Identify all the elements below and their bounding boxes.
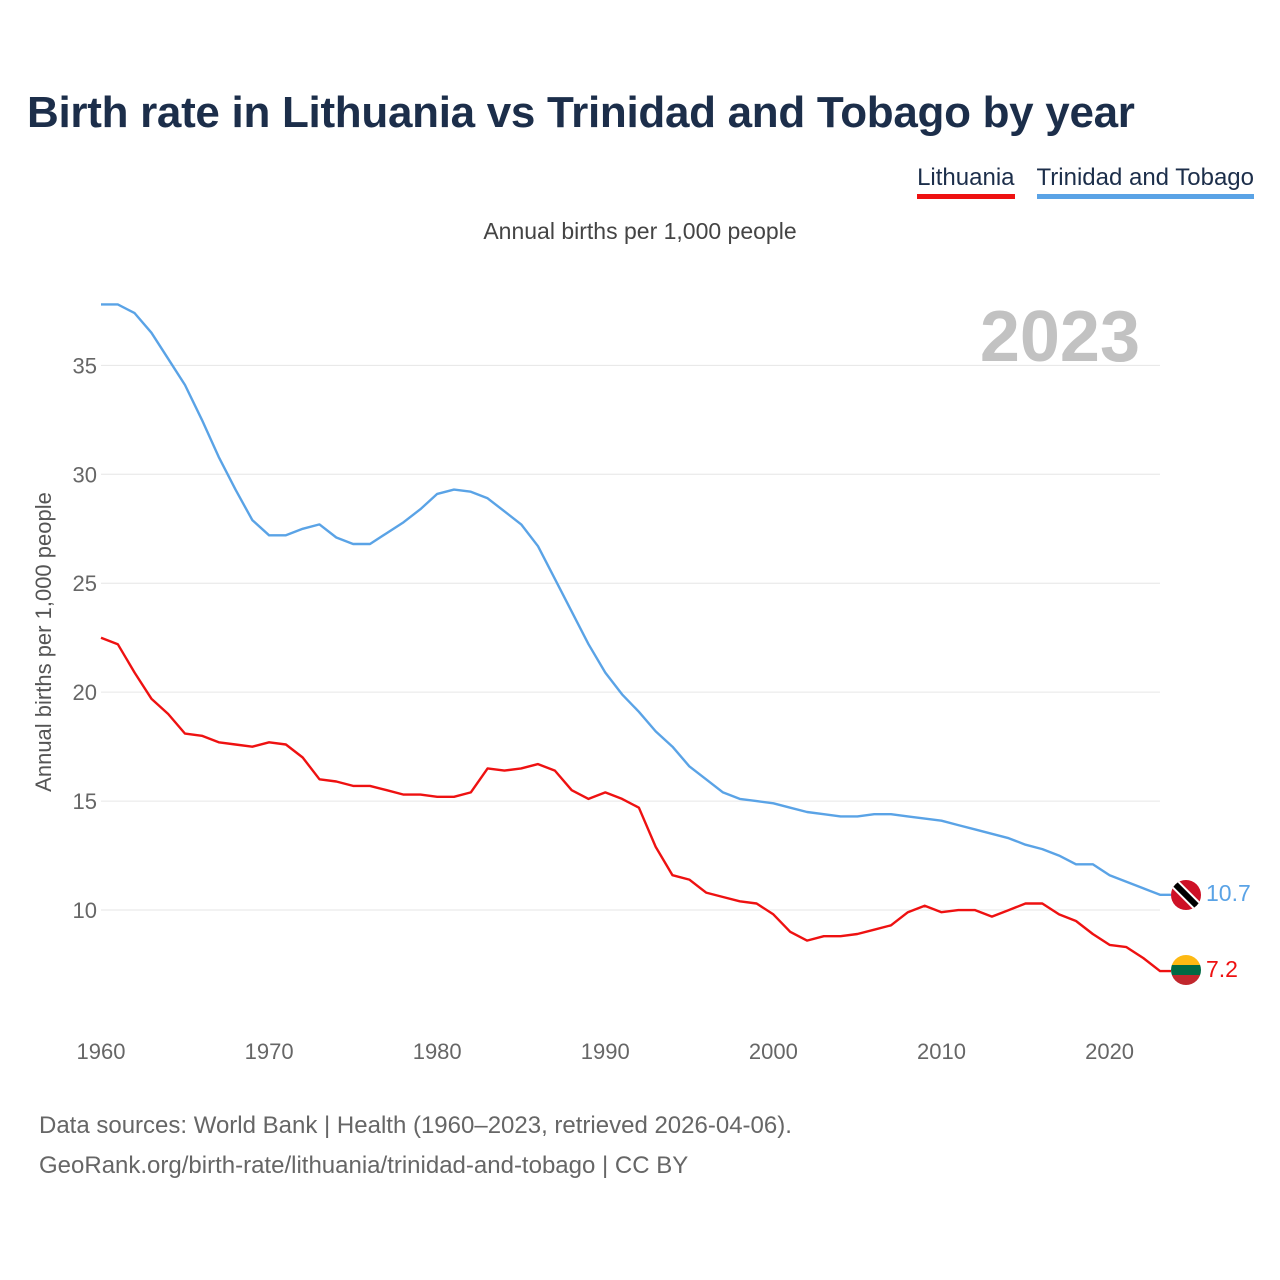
y-tick-label: 10	[73, 898, 97, 923]
x-tick-label: 1970	[245, 1039, 294, 1064]
end-label-lithuania: 7.2	[1206, 956, 1238, 982]
y-axis-label: Annual births per 1,000 people	[31, 492, 56, 792]
legend-item-lithuania[interactable]: Lithuania	[917, 164, 1015, 199]
footer-sources: Data sources: World Bank | Health (1960–…	[39, 1112, 792, 1139]
x-tick-label: 2020	[1085, 1039, 1134, 1064]
footer: Data sources: World Bank | Health (1960–…	[39, 1106, 792, 1186]
lithuania-flag-icon	[1171, 955, 1201, 985]
y-tick-label: 35	[73, 353, 97, 378]
x-tick-label: 1980	[413, 1039, 462, 1064]
y-tick-label: 25	[73, 571, 97, 596]
x-tick-label: 1960	[77, 1039, 126, 1064]
x-tick-label: 2010	[917, 1039, 966, 1064]
series-line-trinidad-and-tobago	[101, 303, 1171, 896]
footer-attribution: GeoRank.org/birth-rate/lithuania/trinida…	[39, 1152, 689, 1179]
legend: Lithuania Trinidad and Tobago	[917, 164, 1254, 199]
trinidad-flag-icon	[1171, 880, 1201, 910]
y-tick-label: 15	[73, 789, 97, 814]
x-tick-label: 2000	[749, 1039, 798, 1064]
x-axis-ticks: 1960 1970 1980 1990 2000 2010 2020	[77, 1039, 1135, 1064]
x-tick-label: 1990	[581, 1039, 630, 1064]
legend-item-trinidad[interactable]: Trinidad and Tobago	[1036, 164, 1254, 199]
grid	[101, 364, 1160, 911]
series-line-lithuania	[100, 636, 1171, 973]
series-lines	[100, 303, 1171, 973]
year-label: 2023	[980, 297, 1140, 377]
y-tick-label: 20	[73, 680, 97, 705]
y-axis-ticks: 10 15 20 25 30 35	[73, 353, 97, 923]
end-label-trinidad: 10.7	[1206, 880, 1251, 906]
y-tick-label: 30	[73, 462, 97, 487]
chart-title: Birth rate in Lithuania vs Trinidad and …	[27, 88, 1135, 137]
chart-subtitle: Annual births per 1,000 people	[483, 218, 797, 244]
